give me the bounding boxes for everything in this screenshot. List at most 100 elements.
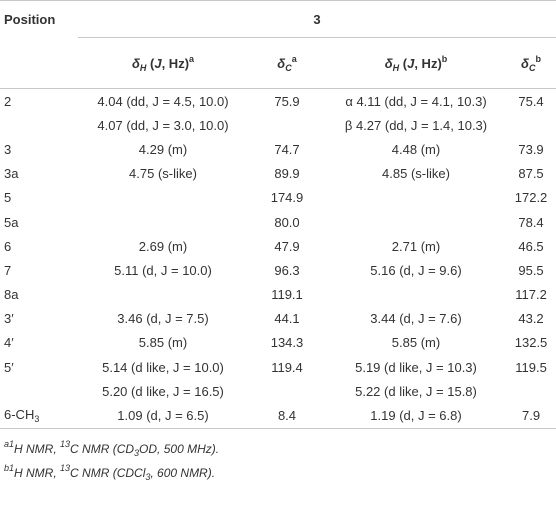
table-cell <box>506 113 556 137</box>
table-cell: 8.4 <box>248 403 326 429</box>
table-cell: 1.09 (d, J = 6.5) <box>78 403 248 429</box>
table-cell: 119.5 <box>515 359 547 375</box>
nmr-table: Position 3 δH (J, Hz)a δCa δH (J, Hz)b δCb 2… <box>0 0 556 429</box>
text-segment: C NMR (CDCl <box>70 465 146 480</box>
table-cell: 4.85 (s-like) <box>382 166 450 182</box>
table-cell: 3.44 (d, J = 7.6) <box>370 311 462 327</box>
table-row: 5.20 (d like, J = 16.5) 5.22 (d like, J =… <box>0 379 556 403</box>
text-segment: OD, 500 MHz). <box>139 441 220 456</box>
table-row: 4′ 5.85 (m) 134.3 5.85 (m) 132.5 <box>0 331 556 355</box>
table-cell: 5′ <box>4 359 14 375</box>
table-cell: 96.3 <box>274 262 300 278</box>
table-row: 6-CH3 1.09 (d, J = 6.5) 8.4 1.19 (d, J = 6.… <box>0 403 556 429</box>
table-cell: 119.1 <box>271 287 303 303</box>
text-segment: a1 <box>4 438 15 449</box>
table-cell: 87.5 <box>518 166 544 182</box>
table-cell: 89.9 <box>274 166 300 182</box>
table-cell: 46.5 <box>518 238 544 254</box>
table-cell: 3′ <box>4 311 14 327</box>
header-cell: δH (J, Hz)b <box>326 37 506 89</box>
table-cell: 4.75 (s-like) <box>129 166 197 182</box>
table-cell: 6 <box>4 238 12 254</box>
table-cell: 75.4 <box>518 93 544 109</box>
footnote: a1H NMR, 13C NMR (CD3OD, 500 MHz). <box>0 439 556 463</box>
text-segment: H NMR, <box>14 465 61 480</box>
table-cell: 5.85 (m) <box>391 335 441 351</box>
text-segment: a <box>291 53 297 64</box>
table-cell: 5a <box>4 214 19 230</box>
header-cell: δCb <box>506 37 556 89</box>
table-cell <box>506 379 556 403</box>
text-segment: b <box>535 53 541 64</box>
table-cell: 117.2 <box>515 287 547 303</box>
text-segment: C <box>528 62 536 73</box>
text-segment: H <box>392 62 400 73</box>
text-segment: δ <box>277 55 286 71</box>
table-cell <box>78 210 248 234</box>
table-row: 6 2.69 (m) 47.9 2.71 (m) 46.5 <box>0 234 556 258</box>
table-cell: 78.4 <box>518 214 544 230</box>
table-cell: 95.5 <box>518 262 544 278</box>
table-cell: 172.2 <box>514 190 548 206</box>
table-cell: 43.2 <box>518 311 544 327</box>
text-segment: H NMR, <box>14 441 61 456</box>
table-cell: 5.14 (d like, J = 10.0) <box>102 359 224 375</box>
text-segment: 3 <box>145 471 151 482</box>
table-cell <box>326 186 506 210</box>
table-cell: 5.19 (d like, J = 10.3) <box>355 359 477 375</box>
text-segment: 3 <box>34 414 40 425</box>
text-segment: ( <box>399 55 408 71</box>
footnote: b1H NMR, 13C NMR (CDCl3, 600 NMR). <box>0 463 556 487</box>
table-cell: 174.9 <box>270 190 304 206</box>
table-cell: 1.19 (d, J = 6.8) <box>326 403 506 429</box>
table-row: 3a 4.75 (s-like) 89.9 4.85 (s-like) 87.5 <box>0 162 556 186</box>
text-segment: 13 <box>60 462 71 473</box>
table-row: 4.07 (dd, J = 3.0, 10.0) β 4.27 (dd, J = … <box>0 113 556 137</box>
table-row: 7 5.11 (d, J = 10.0) 96.3 5.16 (d, J = 9.6)… <box>0 258 556 282</box>
table-row: 5′ 5.14 (d like, J = 10.0) 119.4 5.19 (d li… <box>0 355 556 379</box>
text-segment: 6-CH <box>4 407 35 423</box>
table-row: 2 4.04 (dd, J = 4.5, 10.0) 75.9 α 4.11 (dd,… <box>0 89 556 114</box>
text-segment: , 600 NMR). <box>150 465 216 480</box>
table-cell: 2.69 (m) <box>138 238 188 254</box>
header-cell <box>0 37 78 89</box>
table-cell: 7.9 <box>506 403 556 429</box>
text-segment: a <box>189 53 195 64</box>
table-cell: 4.04 (dd, J = 4.5, 10.0) <box>97 93 229 109</box>
table-cell: 3 <box>4 141 12 157</box>
table-cell: 134.3 <box>270 335 304 351</box>
table-cell <box>248 379 326 403</box>
table-row: 3′ 3.46 (d, J = 7.5) 44.1 3.44 (d, J = 7.6)… <box>0 307 556 331</box>
table-cell: 8a <box>4 287 19 303</box>
table-cell: 4.07 (dd, J = 3.0, 10.0) <box>97 117 229 133</box>
text-segment: b <box>441 53 448 64</box>
table-cell: 80.0 <box>274 214 300 230</box>
table-cell <box>0 113 78 137</box>
subheader-row: δH (J, Hz)a δCa δH (J, Hz)b δCb <box>0 37 556 89</box>
table-cell: 3a <box>4 166 19 182</box>
table-cell <box>78 186 248 210</box>
footnotes: a1H NMR, 13C NMR (CD3OD, 500 MHz). b1H NM… <box>0 439 556 487</box>
table-row: 3 4.29 (m) 74.7 4.48 (m) 73.9 <box>0 137 556 161</box>
table-row: 5a 80.0 78.4 <box>0 210 556 234</box>
table-cell: 7 <box>4 262 12 278</box>
text-segment: C NMR (CD <box>70 441 135 456</box>
text-segment: δ <box>384 55 393 71</box>
text-segment: H <box>139 62 147 73</box>
table-cell: 4′ <box>4 335 14 351</box>
text-segment: C <box>285 62 292 73</box>
text-segment: b1 <box>4 462 15 473</box>
table-cell: 119.4 <box>271 359 303 375</box>
table-cell <box>326 283 506 307</box>
text-segment: J <box>407 55 415 71</box>
table-cell: 3.46 (d, J = 7.5) <box>117 311 209 327</box>
table-cell: 5.16 (d, J = 9.6) <box>370 262 462 278</box>
table-cell: 5.20 (d like, J = 16.5) <box>102 383 224 399</box>
table-cell <box>0 379 78 403</box>
table-cell: 47.9 <box>274 238 300 254</box>
header-cell: Position <box>4 11 56 27</box>
table-cell: 2 <box>4 93 12 109</box>
table-cell: 5.11 (d, J = 10.0) <box>114 262 212 278</box>
text-segment: ( <box>146 55 155 71</box>
